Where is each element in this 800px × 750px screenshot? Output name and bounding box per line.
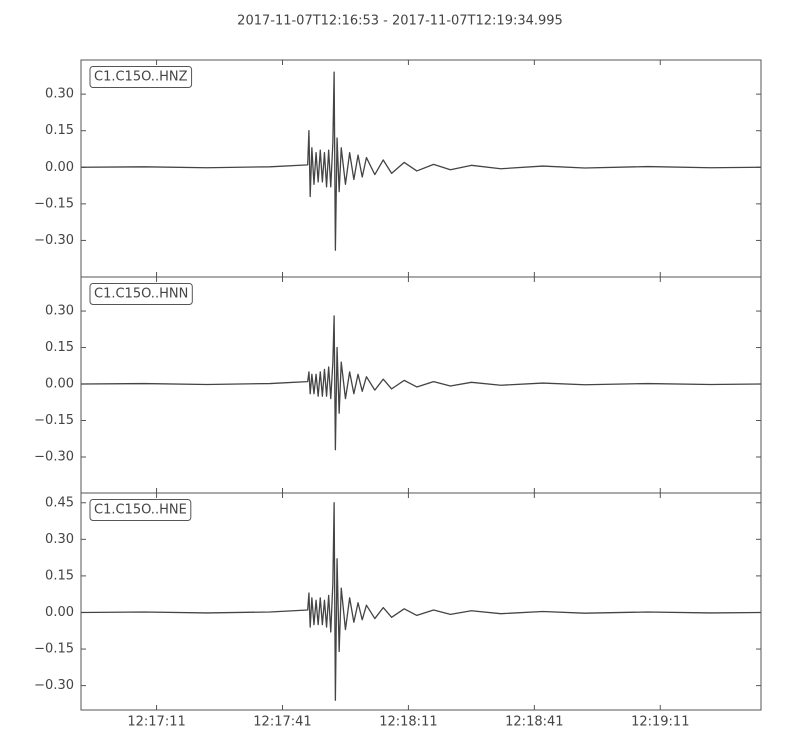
y-tick-label: 0.00: [45, 160, 74, 175]
y-tick-label: −0.30: [34, 450, 74, 465]
trace-label-box: [89, 499, 192, 521]
y-tick-label: −0.15: [34, 196, 74, 211]
y-tick-label: −0.30: [34, 678, 74, 693]
x-tick-label: 12:18:11: [379, 715, 437, 730]
trace: [80, 315, 762, 451]
chart-title: 2017-11-07T12:16:53 - 2017-11-07T12:19:3…: [237, 14, 563, 29]
x-tick-label: 12:18:41: [505, 715, 563, 730]
y-tick-label: 0.15: [45, 340, 74, 355]
trace: [80, 502, 762, 701]
y-tick-label: 0.30: [45, 304, 74, 319]
y-tick-label: 0.00: [45, 377, 74, 392]
trace-label: C1.C15O..HNE: [94, 503, 187, 518]
trace-label-box: [89, 283, 193, 305]
y-tick-label: −0.15: [34, 413, 74, 428]
y-tick-label: 0.45: [45, 495, 74, 510]
y-tick-label: 0.30: [45, 532, 74, 547]
y-tick-label: 0.15: [45, 568, 74, 583]
trace: [80, 71, 762, 251]
trace-label: C1.C15O..HNZ: [94, 70, 188, 85]
x-tick-label: 12:19:11: [631, 715, 689, 730]
panel-frame: [80, 492, 762, 711]
y-tick-label: 0.15: [45, 123, 74, 138]
trace-label-box: [89, 66, 193, 88]
y-tick-label: −0.15: [34, 642, 74, 657]
x-tick-label: 12:17:41: [253, 715, 311, 730]
x-tick-label: 12:17:11: [127, 715, 185, 730]
trace-label: C1.C15O..HNN: [94, 287, 188, 302]
y-tick-label: 0.00: [45, 605, 74, 620]
y-tick-label: −0.30: [34, 233, 74, 248]
y-tick-label: 0.30: [45, 87, 74, 102]
